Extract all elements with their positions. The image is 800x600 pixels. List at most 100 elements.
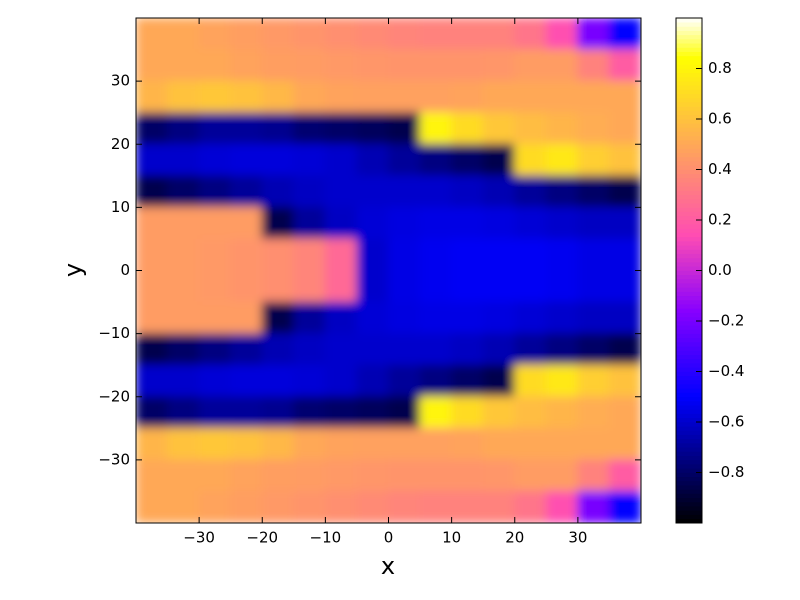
heat-cell xyxy=(388,143,421,177)
colorbar-swatch xyxy=(676,467,702,473)
colorbar-swatch xyxy=(676,303,702,309)
heat-cell xyxy=(451,490,484,523)
colorbar-tick-label: 0.2 xyxy=(708,211,732,229)
heat-cell xyxy=(356,301,389,335)
heat-cell xyxy=(419,143,453,177)
heat-cell xyxy=(324,18,358,51)
heatmap xyxy=(136,18,641,523)
colorbar-swatch xyxy=(676,345,702,351)
heat-cell xyxy=(577,459,610,492)
colorbar-swatch xyxy=(676,425,702,431)
y-tick-label: −20 xyxy=(98,387,130,405)
heat-cell xyxy=(482,175,516,208)
heat-cell xyxy=(482,396,516,429)
heat-cell xyxy=(451,18,484,51)
heat-cell xyxy=(136,175,169,208)
colorbar-tick-label: 0.0 xyxy=(708,261,732,279)
y-axis-label: y xyxy=(59,263,87,277)
x-tick-label: −10 xyxy=(310,529,342,547)
heat-cell xyxy=(356,270,389,303)
colorbar-swatch xyxy=(676,186,702,191)
heat-cell xyxy=(388,333,421,366)
colorbar-swatch xyxy=(676,388,702,393)
colorbar-swatch xyxy=(676,101,702,107)
heat-cell xyxy=(293,80,326,114)
heat-cell xyxy=(167,459,200,492)
colorbar-swatch xyxy=(676,127,702,132)
heat-cell xyxy=(324,206,358,240)
heat-cell xyxy=(388,18,421,51)
heat-cell xyxy=(451,333,484,366)
heat-cell xyxy=(577,18,610,51)
heat-cell xyxy=(608,49,641,82)
colorbar-swatch xyxy=(676,244,702,250)
heat-cell xyxy=(514,301,547,335)
heat-cell xyxy=(293,175,326,208)
heat-cell xyxy=(261,301,295,335)
heat-cell xyxy=(577,301,610,335)
heat-cell xyxy=(419,333,453,366)
heat-cell xyxy=(608,175,641,208)
y-tick-label: 0 xyxy=(120,261,130,279)
heat-cell xyxy=(577,112,610,145)
colorbar-swatch xyxy=(676,177,702,183)
colorbar-swatch xyxy=(676,375,702,381)
heat-cell xyxy=(545,175,579,208)
heat-cell xyxy=(577,333,610,366)
heat-cell xyxy=(514,175,547,208)
heat-cell xyxy=(261,80,295,114)
heat-cell xyxy=(388,206,421,240)
colorbar-swatch xyxy=(676,114,702,120)
heat-cell xyxy=(293,396,326,429)
heat-cell xyxy=(577,427,610,461)
heat-cell xyxy=(230,396,263,429)
colorbar-swatch xyxy=(676,152,702,158)
colorbar-swatch xyxy=(676,215,702,221)
colorbar-swatch xyxy=(676,148,702,153)
heat-cell xyxy=(545,143,579,177)
heat-cell xyxy=(419,427,453,461)
heat-cell xyxy=(261,270,295,303)
heat-cell xyxy=(545,270,579,303)
colorbar-swatch xyxy=(676,131,702,137)
heat-cell xyxy=(198,427,232,461)
heat-cell xyxy=(419,490,453,523)
heat-cell xyxy=(388,270,421,303)
colorbar-swatch xyxy=(676,85,702,90)
heat-cell xyxy=(545,206,579,240)
colorbar-swatch xyxy=(676,223,702,229)
heat-cell xyxy=(482,427,516,461)
colorbar-swatch xyxy=(676,320,702,326)
heat-cell xyxy=(324,80,358,114)
y-tick-label: −30 xyxy=(98,450,130,468)
colorbar-swatch xyxy=(676,476,702,482)
heat-cell xyxy=(167,206,200,240)
colorbar-swatch xyxy=(676,333,702,339)
colorbar-swatch xyxy=(676,164,702,170)
heat-cell xyxy=(230,364,263,398)
colorbar-swatch xyxy=(676,228,702,233)
colorbar-swatch xyxy=(676,76,702,82)
heat-cell xyxy=(388,112,421,145)
colorbar-swatch xyxy=(676,219,702,225)
colorbar-swatch xyxy=(676,379,702,385)
colorbar-swatch xyxy=(676,198,702,204)
heat-cell xyxy=(230,80,263,114)
heat-cell xyxy=(608,18,641,51)
heat-cell xyxy=(230,18,263,51)
x-tick-label: 10 xyxy=(442,529,461,547)
heat-cell xyxy=(261,427,295,461)
colorbar-swatch xyxy=(676,510,702,515)
heat-cell xyxy=(388,238,421,271)
heat-cell xyxy=(324,238,358,271)
heat-cell xyxy=(388,80,421,114)
heat-cell xyxy=(608,364,641,398)
heat-cell xyxy=(356,364,389,398)
heat-cell xyxy=(514,49,547,82)
heat-cell xyxy=(356,490,389,523)
heat-cell xyxy=(198,459,232,492)
colorbar-swatch xyxy=(676,59,702,65)
colorbar-swatch xyxy=(676,143,702,149)
colorbar-swatch xyxy=(676,106,702,111)
colorbar-swatch xyxy=(676,396,702,402)
